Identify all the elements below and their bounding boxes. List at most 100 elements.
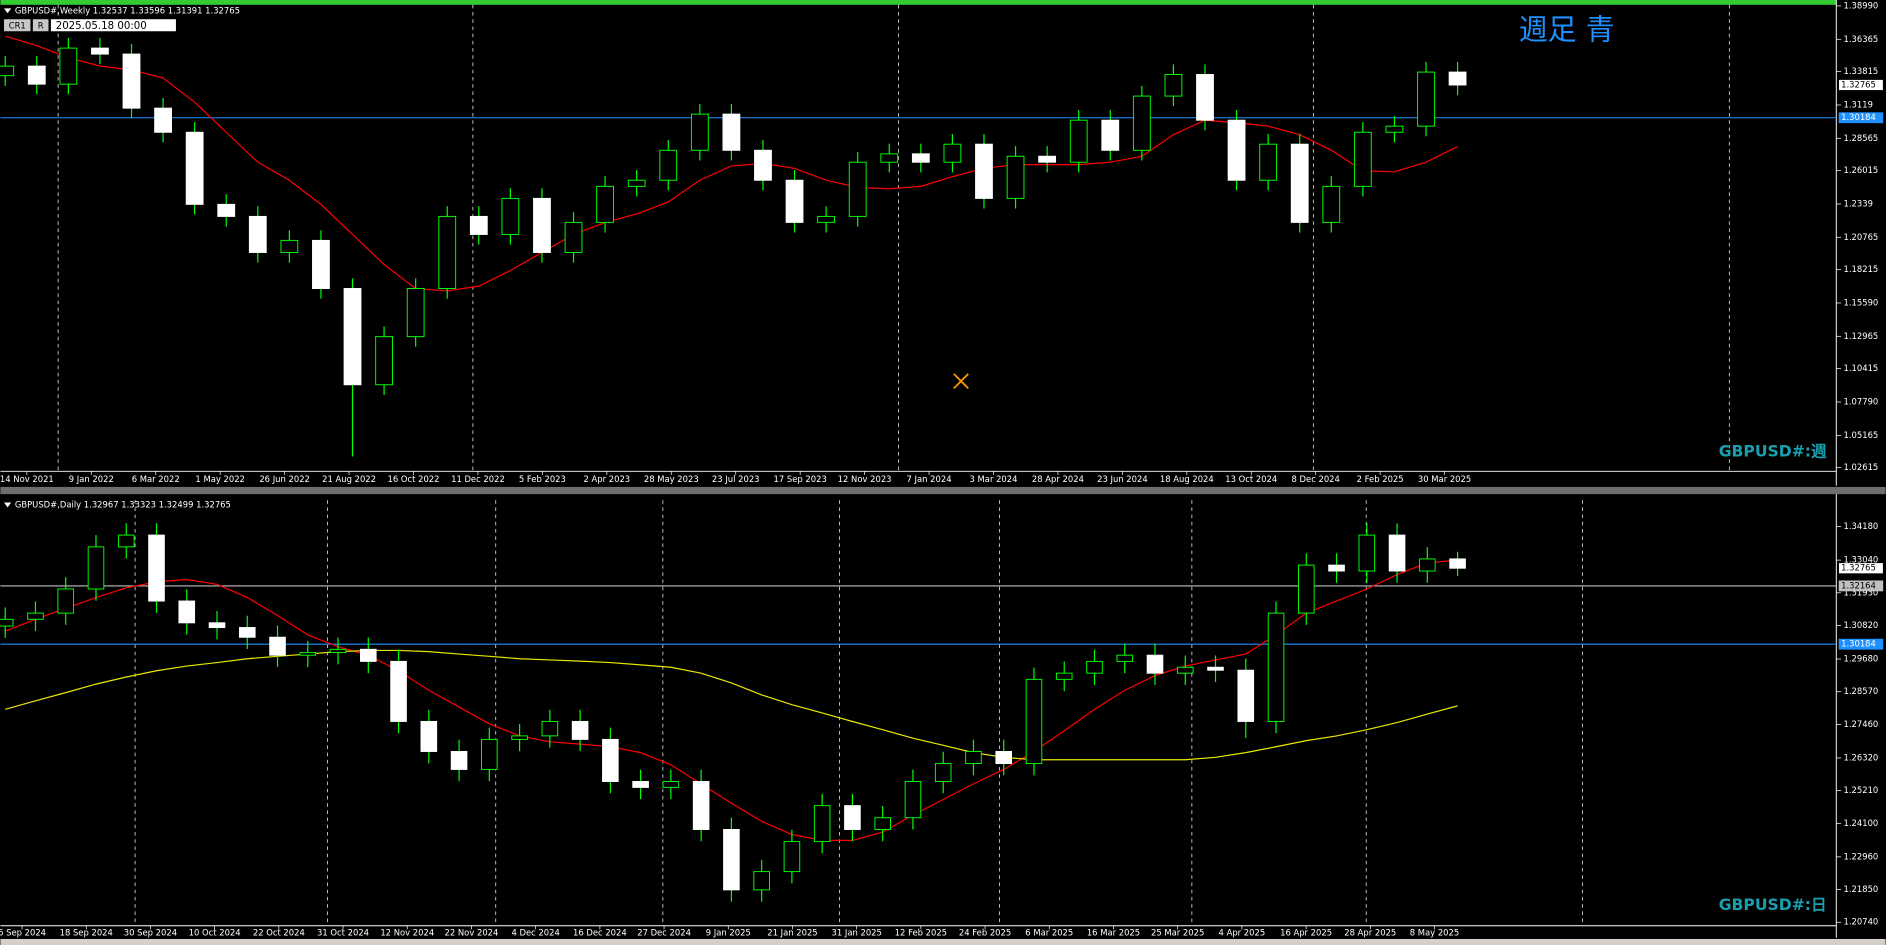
candle-body [1038, 155, 1057, 163]
cursor-icon [953, 373, 969, 389]
chart-title: GBPUSD#,Daily 1.32967 1.33323 1.32499 1.… [15, 499, 231, 509]
candle-body [844, 805, 861, 830]
candle-body [1006, 155, 1025, 199]
candle-body [375, 336, 393, 386]
last-price-box [1838, 562, 1884, 574]
candle-body [1419, 558, 1436, 572]
x-tick-label: 22 Oct 2024 [253, 927, 305, 937]
candle-body [154, 107, 172, 133]
candle-body [329, 648, 347, 654]
candle-body [0, 618, 14, 627]
candle-body [57, 588, 75, 614]
y-tick-label: 1.27460 [1844, 719, 1879, 729]
x-tick-label: 8 Dec 2024 [1292, 474, 1340, 484]
y-tick-label: 1.25210 [1844, 785, 1879, 795]
x-tick-label: 5 Feb 2023 [519, 474, 566, 484]
candle-body [269, 636, 286, 656]
y-tick-label: 1.21850 [1844, 884, 1879, 894]
candle-body [904, 781, 922, 819]
candle-body [406, 288, 425, 338]
candle-body [27, 65, 46, 85]
toolbar-button-label: CR1 [9, 20, 26, 30]
candle-body [690, 113, 709, 151]
x-tick-label: 8 May 2025 [1410, 927, 1459, 937]
y-tick-label: 1.18215 [1844, 264, 1879, 274]
y-tick-label: 1.05165 [1844, 430, 1879, 440]
y-tick-label: 1.02615 [1844, 462, 1879, 472]
x-tick-label: 25 Mar 2025 [1151, 927, 1204, 937]
x-tick-label: 9 Jan 2022 [69, 474, 114, 484]
candle-body [481, 738, 498, 770]
x-tick-label: 16 Apr 2025 [1280, 927, 1332, 937]
scroll-bar [0, 938, 1886, 945]
candle-body [178, 600, 196, 624]
y-tick-label: 1.10415 [1844, 363, 1879, 373]
toolbar-button [32, 19, 49, 32]
candle-body [1328, 564, 1345, 572]
panel-separator [0, 486, 1886, 495]
y-tick-label: 1.07790 [1844, 396, 1879, 406]
candle-body [1417, 71, 1435, 127]
x-tick-label: 30 Sep 2024 [124, 927, 177, 937]
moving-average [5, 649, 1458, 761]
x-tick-label: 28 May 2023 [644, 474, 699, 484]
active-window-bar [0, 0, 1837, 5]
y-tick-label: 1.28565 [1844, 133, 1879, 143]
toolbar-button-label: R [38, 20, 44, 30]
moving-average [5, 35, 1458, 292]
candle-body [1196, 74, 1214, 121]
x-tick-label: 6 Mar 2022 [132, 474, 180, 484]
candle-body [1388, 534, 1406, 572]
candle-body [238, 627, 256, 638]
x-tick-label: 12 Nov 2023 [838, 474, 892, 484]
price-marker-box [1838, 638, 1884, 650]
candle-body [360, 648, 377, 662]
candle-body [754, 149, 772, 181]
candle-body [1385, 125, 1404, 133]
y-tick-label: 1.33040 [1844, 555, 1879, 565]
candle-body [659, 149, 678, 181]
last-price-label: 1.32765 [1841, 79, 1876, 89]
candle-body [185, 131, 204, 205]
candle-body [1237, 669, 1255, 722]
candle-body [59, 47, 78, 85]
candle-body [662, 781, 680, 788]
x-tick-label: 30 Mar 2025 [1418, 474, 1471, 484]
price-marker-box [1838, 580, 1884, 592]
candle-body [1164, 74, 1183, 97]
y-tick-label: 1.36365 [1844, 34, 1879, 44]
candle-body [1322, 185, 1341, 223]
time-label: 2025.05.18 00:00 [56, 21, 147, 32]
x-tick-label: 13 Oct 2024 [1225, 474, 1277, 484]
candle-body [874, 817, 891, 830]
candle-body [541, 720, 559, 737]
candle-body [1132, 95, 1151, 151]
price-marker-label: 1.30184 [1841, 112, 1876, 122]
candle-body [217, 203, 236, 217]
candle-body [965, 750, 982, 765]
candle-body [27, 612, 44, 620]
candle-body [1055, 672, 1073, 680]
candle-body [817, 215, 836, 223]
x-tick-label: 16 Mar 2025 [1087, 927, 1140, 937]
x-tick-label: 22 Nov 2024 [445, 927, 499, 937]
candle-body [438, 215, 457, 289]
candle-body [1101, 119, 1120, 151]
x-tick-label: 18 Aug 2024 [1160, 474, 1214, 484]
candle-body [722, 113, 741, 151]
candle-body [1146, 654, 1164, 674]
last-price-label: 1.32765 [1841, 563, 1876, 573]
x-tick-label: 14 Nov 2021 [0, 474, 54, 484]
candle-body [312, 239, 330, 289]
y-tick-label: 1.31930 [1844, 587, 1879, 597]
candle-body [1267, 612, 1285, 722]
candle-body [596, 185, 615, 223]
x-tick-label: 24 Feb 2025 [959, 927, 1011, 937]
time-box [50, 19, 176, 32]
candle-body [564, 221, 583, 253]
y-tick-label: 1.29680 [1844, 654, 1879, 664]
y-tick-label: 1.12965 [1844, 331, 1879, 341]
x-tick-label: 4 Dec 2024 [511, 927, 559, 937]
